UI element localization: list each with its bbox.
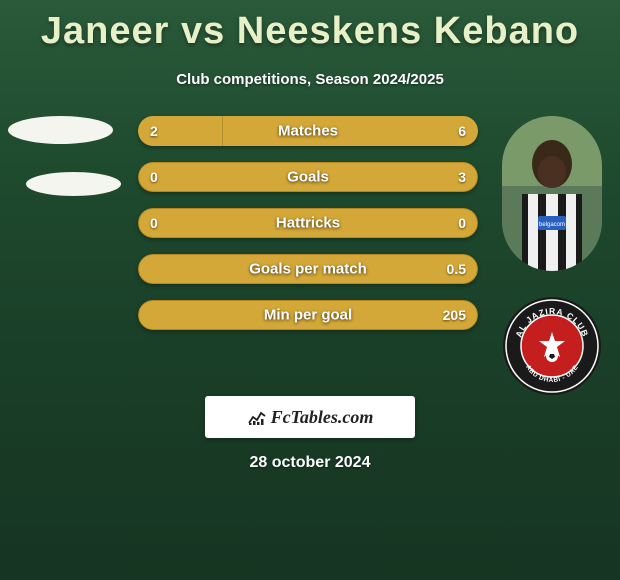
club-badge: AL JAZIRA CLUB ABU DHABI - UAE bbox=[502, 296, 602, 396]
stat-row: 205 Min per goal bbox=[138, 300, 478, 330]
subtitle: Club competitions, Season 2024/2025 bbox=[0, 71, 620, 88]
stat-row: 2 6 Matches bbox=[138, 116, 478, 146]
player-right-avatar: belgacom bbox=[502, 116, 602, 271]
stat-value-left: 0 bbox=[150, 215, 158, 231]
svg-text:belgacom: belgacom bbox=[539, 222, 565, 228]
avatar-placeholder-shape bbox=[26, 172, 121, 196]
stat-label: Goals bbox=[287, 169, 329, 186]
stat-value-right: 0 bbox=[458, 215, 466, 231]
stat-label: Goals per match bbox=[249, 261, 367, 278]
stat-label: Matches bbox=[278, 123, 338, 140]
stat-value-right: 3 bbox=[458, 169, 466, 185]
player-left-avatar-placeholder bbox=[8, 116, 121, 196]
player-photo-icon: belgacom bbox=[502, 116, 602, 271]
stat-row: 0 3 Goals bbox=[138, 162, 478, 192]
stats-area: belgacom AL JAZIRA CLUB ABU DHABI - UAE bbox=[0, 116, 620, 376]
avatar-placeholder-shape bbox=[8, 116, 113, 144]
stat-label: Min per goal bbox=[264, 307, 352, 324]
chart-icon bbox=[247, 407, 267, 427]
stat-bar-right-fill bbox=[223, 116, 478, 146]
stat-value-right: 0.5 bbox=[447, 261, 466, 277]
stat-rows: 2 6 Matches 0 3 Goals 0 0 Hattricks 0.5 Goals per … bbox=[138, 116, 478, 346]
page-title: Janeer vs Neeskens Kebano bbox=[0, 0, 620, 53]
stat-label: Hattricks bbox=[276, 215, 340, 232]
stat-value-right: 6 bbox=[458, 123, 466, 139]
stat-value-left: 2 bbox=[150, 123, 158, 139]
brand-text: FcTables.com bbox=[271, 407, 374, 428]
club-badge-icon: AL JAZIRA CLUB ABU DHABI - UAE bbox=[502, 296, 602, 396]
stat-row: 0.5 Goals per match bbox=[138, 254, 478, 284]
date-text: 28 october 2024 bbox=[0, 454, 620, 472]
brand-box: FcTables.com bbox=[205, 396, 415, 438]
stat-value-left: 0 bbox=[150, 169, 158, 185]
stat-row: 0 0 Hattricks bbox=[138, 208, 478, 238]
stat-value-right: 205 bbox=[443, 307, 466, 323]
